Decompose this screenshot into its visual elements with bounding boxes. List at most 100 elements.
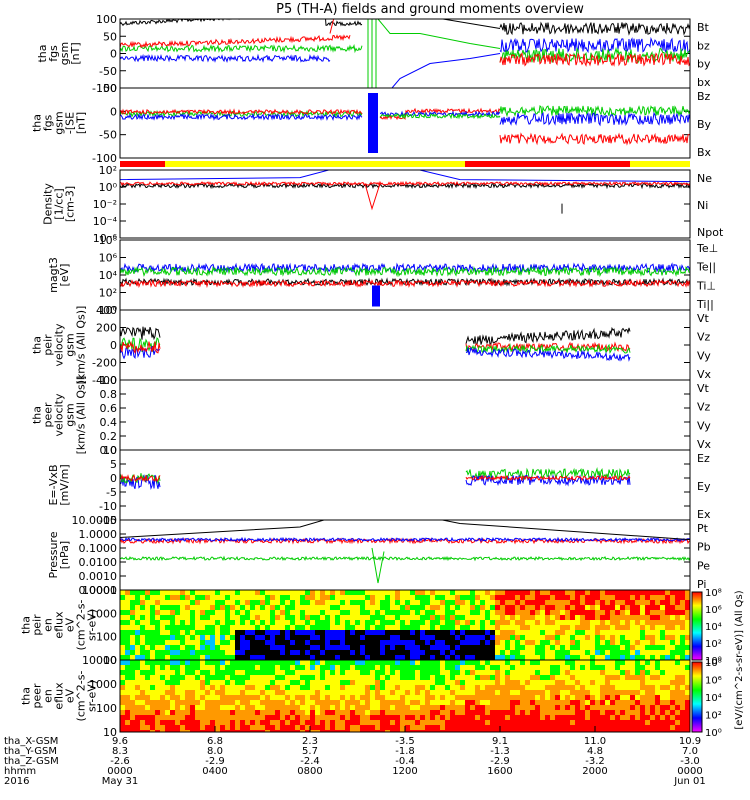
heatmap-cell	[215, 590, 220, 595]
heatmap-cell	[450, 625, 455, 630]
heatmap-cell	[170, 690, 175, 695]
heatmap-cell	[415, 720, 420, 725]
heatmap-cell	[435, 690, 440, 695]
heatmap-cell	[135, 690, 140, 695]
series-Pt	[120, 520, 690, 541]
heatmap-cell	[665, 640, 670, 645]
heatmap-cell	[585, 645, 590, 650]
heatmap-cell	[480, 635, 485, 640]
heatmap-cell	[280, 710, 285, 715]
heatmap-cell	[230, 700, 235, 705]
heatmap-cell	[495, 650, 500, 655]
heatmap-cell	[405, 670, 410, 675]
heatmap-cell	[490, 730, 495, 732]
heatmap-cell	[400, 645, 405, 650]
heatmap-cell	[500, 695, 505, 700]
heatmap-cell	[135, 725, 140, 730]
heatmap-cell	[455, 700, 460, 705]
x-axis-tick-label: -2.9	[490, 756, 510, 767]
heatmap-cell	[615, 590, 620, 595]
heatmap-cell	[555, 715, 560, 720]
heatmap-cell	[265, 675, 270, 680]
heatmap-cell	[135, 630, 140, 635]
heatmap-cell	[320, 700, 325, 705]
heatmap-cell	[280, 730, 285, 732]
heatmap-cell	[670, 635, 675, 640]
heatmap-cell	[225, 615, 230, 620]
heatmap-cell	[630, 680, 635, 685]
heatmap-cell	[355, 710, 360, 715]
heatmap-cell	[205, 610, 210, 615]
heatmap-cell	[380, 730, 385, 732]
heatmap-cell	[205, 605, 210, 610]
heatmap-cell	[645, 615, 650, 620]
heatmap-cell	[250, 655, 255, 660]
heatmap-cell	[495, 695, 500, 700]
y-tick-label-temperature: 10⁶	[99, 252, 118, 265]
heatmap-cell	[365, 710, 370, 715]
heatmap-cell	[350, 650, 355, 655]
heatmap-cell	[355, 730, 360, 732]
heatmap-cell	[455, 650, 460, 655]
heatmap-cell	[245, 660, 250, 665]
heatmap-cell	[615, 725, 620, 730]
heatmap-cell	[395, 695, 400, 700]
heatmap-cell	[300, 590, 305, 595]
heatmap-cell	[665, 625, 670, 630]
heatmap-cell	[570, 630, 575, 635]
heatmap-cell	[135, 715, 140, 720]
heatmap-cell	[250, 690, 255, 695]
heatmap-cell	[665, 705, 670, 710]
region-bar-segment	[465, 161, 630, 167]
heatmap-cell	[570, 615, 575, 620]
heatmap-cell	[560, 605, 565, 610]
heatmap-cell	[165, 660, 170, 665]
heatmap-cell	[635, 630, 640, 635]
legend-density: Ni	[697, 199, 708, 212]
heatmap-cell	[375, 730, 380, 732]
heatmap-cell	[240, 600, 245, 605]
heatmap-cell	[625, 730, 630, 732]
heatmap-cell	[160, 675, 165, 680]
heatmap-cell	[640, 600, 645, 605]
heatmap-cell	[170, 710, 175, 715]
legend-fgs-gsm: by	[697, 58, 711, 71]
heatmap-cell	[415, 595, 420, 600]
heatmap-cell	[685, 610, 690, 615]
heatmap-cell	[635, 590, 640, 595]
heatmap-cell	[515, 610, 520, 615]
heatmap-cell	[425, 645, 430, 650]
heatmap-cell	[450, 720, 455, 725]
heatmap-cell	[395, 645, 400, 650]
heatmap-cell	[615, 680, 620, 685]
heatmap-cell	[315, 705, 320, 710]
heatmap-cell	[675, 705, 680, 710]
heatmap-cell	[360, 635, 365, 640]
heatmap-cell	[195, 625, 200, 630]
y-axis-label-line: sr-eV)	[86, 609, 99, 641]
heatmap-cell	[510, 605, 515, 610]
heatmap-cell	[605, 710, 610, 715]
heatmap-cell	[155, 710, 160, 715]
heatmap-cell	[345, 725, 350, 730]
heatmap-cell	[335, 620, 340, 625]
heatmap-cell	[440, 645, 445, 650]
heatmap-cell	[530, 655, 535, 660]
heatmap-cell	[620, 655, 625, 660]
heatmap-cell	[490, 615, 495, 620]
heatmap-cell	[235, 705, 240, 710]
heatmap-cell	[530, 720, 535, 725]
heatmap-cell	[205, 650, 210, 655]
heatmap-cell	[415, 625, 420, 630]
heatmap-cell	[655, 680, 660, 685]
heatmap-cell	[555, 730, 560, 732]
heatmap-cell	[120, 605, 125, 610]
heatmap-cell	[365, 685, 370, 690]
heatmap-cell	[370, 620, 375, 625]
x-axis-tick-label: May 31	[102, 776, 139, 787]
heatmap-cell	[470, 725, 475, 730]
heatmap-cell	[230, 690, 235, 695]
heatmap-cell	[190, 695, 195, 700]
heatmap-cell	[315, 715, 320, 720]
